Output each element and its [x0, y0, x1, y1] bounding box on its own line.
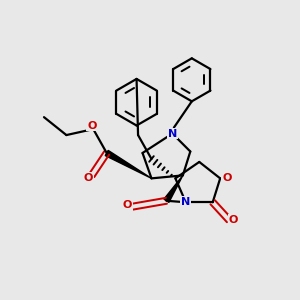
Text: N: N [168, 129, 177, 139]
Text: O: O [87, 121, 97, 130]
Polygon shape [164, 176, 183, 203]
Polygon shape [105, 150, 152, 178]
Text: N: N [181, 197, 190, 207]
Text: O: O [229, 215, 238, 225]
Text: O: O [222, 173, 231, 183]
Text: O: O [83, 173, 93, 183]
Text: O: O [123, 200, 132, 210]
